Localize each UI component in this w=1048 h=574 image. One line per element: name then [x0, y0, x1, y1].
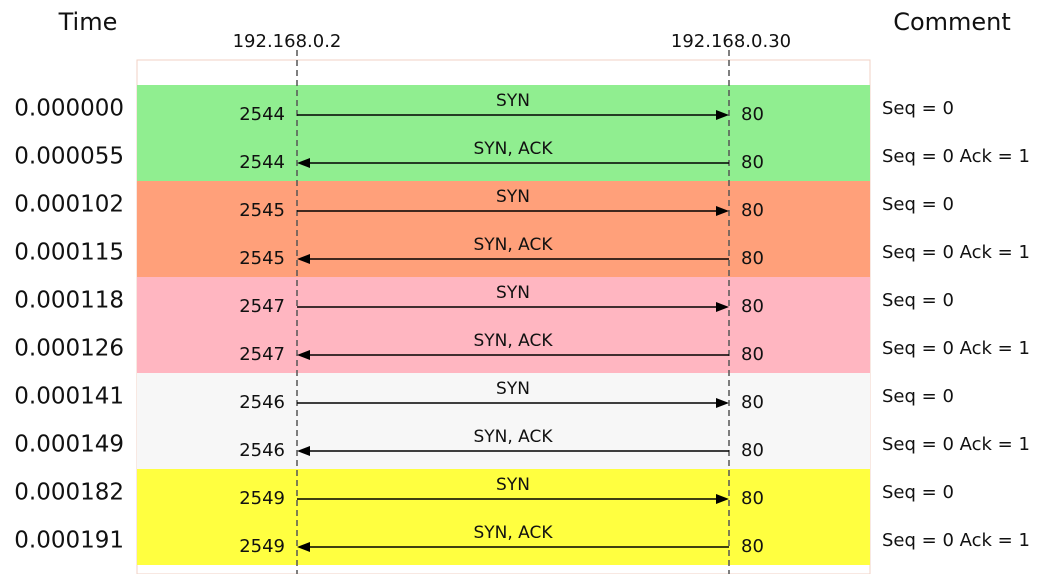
port: 2547	[239, 296, 285, 317]
port: 80	[741, 200, 764, 221]
time: 0.000149	[14, 432, 124, 458]
port: 80	[741, 488, 764, 509]
arrowhead	[716, 302, 729, 312]
port: 2546	[239, 440, 285, 461]
host-label: 192.168.0.30	[671, 31, 791, 52]
message-label: SYN	[496, 475, 530, 495]
comment: Seq = 0	[882, 194, 954, 215]
message-label: SYN	[496, 283, 530, 303]
rows: 0.000000 2544 80 SYN Seq = 0 0.000055 2544 80 SY…	[14, 91, 1030, 557]
port: 80	[741, 536, 764, 557]
port: 80	[741, 344, 764, 365]
comment: Seq = 0	[882, 290, 954, 311]
message-label: SYN	[496, 379, 530, 399]
port: 80	[741, 440, 764, 461]
group-band	[137, 373, 870, 469]
arrowhead	[297, 542, 310, 552]
group-band	[137, 469, 870, 565]
time: 0.000191	[14, 528, 124, 554]
port: 2545	[239, 200, 285, 221]
port: 2544	[239, 152, 285, 173]
arrowhead	[716, 206, 729, 216]
comment-header: Comment	[893, 8, 1011, 36]
port: 80	[741, 392, 764, 413]
host-label: 192.168.0.2	[233, 31, 342, 52]
port: 80	[741, 248, 764, 269]
comment: Seq = 0	[882, 386, 954, 407]
time: 0.000055	[14, 144, 124, 170]
arrowhead	[297, 254, 310, 264]
arrowhead	[297, 158, 310, 168]
time-header: Time	[58, 8, 118, 36]
group-band	[137, 277, 870, 373]
comment: Seq = 0	[882, 482, 954, 503]
port: 2544	[239, 104, 285, 125]
time: 0.000118	[14, 288, 124, 314]
arrowhead	[716, 398, 729, 408]
message-label: SYN, ACK	[473, 331, 553, 351]
port: 80	[741, 152, 764, 173]
comment: Seq = 0 Ack = 1	[882, 338, 1030, 359]
port: 2547	[239, 344, 285, 365]
port: 2549	[239, 536, 285, 557]
group-band	[137, 181, 870, 277]
comment: Seq = 0 Ack = 1	[882, 146, 1030, 167]
time: 0.000000	[14, 96, 124, 122]
message-label: SYN	[496, 187, 530, 207]
arrowhead	[297, 350, 310, 360]
message-label: SYN, ACK	[473, 523, 553, 543]
group-band	[137, 85, 870, 181]
arrowhead	[297, 446, 310, 456]
comment: Seq = 0 Ack = 1	[882, 530, 1030, 551]
time: 0.000141	[14, 384, 124, 410]
message-label: SYN	[496, 91, 530, 111]
port: 2546	[239, 392, 285, 413]
time: 0.000182	[14, 480, 124, 506]
port: 2549	[239, 488, 285, 509]
port: 80	[741, 296, 764, 317]
time: 0.000126	[14, 336, 124, 362]
arrowhead	[716, 110, 729, 120]
comment: Seq = 0 Ack = 1	[882, 434, 1030, 455]
comment: Seq = 0	[882, 98, 954, 119]
message-label: SYN, ACK	[473, 427, 553, 447]
arrowhead	[716, 494, 729, 504]
port: 2545	[239, 248, 285, 269]
message-label: SYN, ACK	[473, 235, 553, 255]
bands	[137, 85, 870, 565]
message-label: SYN, ACK	[473, 139, 553, 159]
port: 80	[741, 104, 764, 125]
time: 0.000102	[14, 192, 124, 218]
comment: Seq = 0 Ack = 1	[882, 242, 1030, 263]
time: 0.000115	[14, 240, 124, 266]
